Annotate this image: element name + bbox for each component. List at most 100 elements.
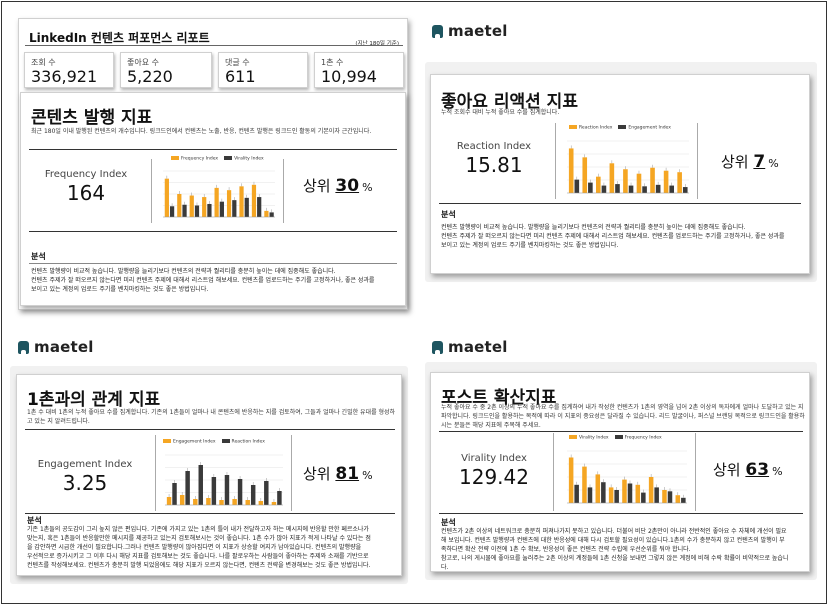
rank-prefix: 상위 [713,461,741,479]
rank-value: 7 [753,152,766,172]
analysis-line: 해 보입니다. 컨텐츠 발행량과 컨텐츠에 대한 반응성에 대해 다시 검토할 … [441,537,785,544]
chart-bar [207,203,212,217]
chart-bar [177,194,182,217]
chart-legend: Frequency Index Virality Index [171,156,264,162]
virality-card: 포스트 확산지표 누적 좋아요 수 중 2촌 이상의 누적 좋아요 수를 집계하… [430,372,810,572]
divider [25,429,395,430]
divider [291,435,292,511]
chart-bar [582,466,587,503]
rank-prefix: 상위 [303,177,331,195]
legend-label: Reaction Index [579,125,613,131]
analysis-line: 보이고 있는 계정의 업로드 주기를 벤치마킹하는 것도 좋은 방법입니다. [441,242,619,249]
legend-item: Engagement Index [163,439,216,445]
chart-bar [622,479,627,503]
card-description: 1촌 수 대비 1촌의 누적 좋아요 수를 집계합니다. 기존의 1촌들이 얼마… [27,409,396,425]
chart-bar [172,483,177,505]
chart-bar [601,482,606,503]
index-value: 129.42 [459,465,529,489]
card-title: 1촌과의 관계 지표 [27,390,161,410]
index-label: Virality Index [461,453,527,464]
analysis-text: 컨텐츠 발행량이 비교적 높습니다. 발행량을 늘리기보다 컨텐츠의 전략과 퀄… [441,223,803,250]
chart-bar [582,157,588,193]
logo-wordmark: maetel [448,22,508,40]
maetel-logo-icon [18,340,29,354]
divider [695,433,696,511]
chart-bar [588,182,593,193]
chart-bar [206,498,211,505]
chart-bar [193,499,198,505]
legend-swatch [569,435,577,439]
divider [283,159,284,223]
chart-bar [636,173,642,193]
analysis-line: 컨텐츠 발행량이 비교적 높습니다. 발행량을 늘리기보다 컨텐츠의 전략과 퀄… [31,268,336,275]
index-value: 15.81 [465,153,523,177]
frequency-card: 콘텐츠 발행 지표 최근 180일 이내 발행된 컨텐츠의 개수입니다. 링크드… [20,92,406,306]
legend-swatch [221,439,230,443]
rank-value: 30 [335,176,360,196]
chart-bar [568,457,574,503]
reaction-chart [567,140,689,194]
stat-value: 10,994 [321,67,377,86]
chart-bar [258,501,264,505]
rank-suffix: % [772,465,783,478]
legend-label: Reaction Index [231,439,265,445]
legend-label: Frequency Index [181,156,219,162]
divider [555,123,556,199]
legend-item: Frequency Index [171,156,218,162]
chart-bar [271,502,277,505]
chart-bar [185,471,190,505]
chart-bar [269,212,274,217]
chart-bar [244,197,249,217]
chart-bar [682,187,688,193]
legend-swatch [614,435,623,439]
legend-swatch [171,156,179,160]
chart-bar [628,185,634,193]
analysis-text: 기존 1촌들의 공도감이 그리 높지 않은 편입니다. 기존에 가지고 있는 1… [27,525,399,570]
analysis-line: 우선적으로 증가시키고 그 이후 다시 해당 지표를 검토해보는 것도 좋습니다… [27,553,369,560]
report-period: (지난 180일 기준) [355,41,399,47]
analysis-line: 컨텐츠를 작성해보세요. 컨텐츠가 충분히 발행 되었음에도 해당 지표가 오르… [27,562,371,569]
rank-prefix: 상위 [721,153,749,171]
rank-prefix: 상위 [303,465,331,483]
legend-label: Virality Index [234,156,264,162]
chart-bar [675,495,681,503]
stat-label: 조회 수 [31,58,56,67]
stat-likes: 좋아요 수 5,220 [120,52,212,88]
chart-bar [277,491,282,505]
engagement-card: 1촌과의 관계 지표 1촌 수 대비 1촌의 누적 좋아요 수를 집계합니다. … [16,374,402,576]
logo-wordmark: maetel [34,338,94,356]
card-description: 최근 180일 이내 발행된 컨텐츠의 개수입니다. 링크드인에서 컨텐츠는 노… [31,128,372,135]
card-title: 좋아요 리액션 지표 [441,92,578,112]
chart-bar [264,481,269,505]
chart-bar [608,487,614,503]
title-divider [25,45,403,46]
analysis-line: 맞는지, 혹은 1촌들이 반응할만한 메시지를 제공하고 있는지 검토해보시는 … [27,535,371,542]
analysis-heading: 분석 [441,518,456,527]
chart-bar [568,148,574,193]
legend-swatch [224,156,233,160]
stat-views: 조회 수 336,921 [24,52,114,88]
chart-bar [182,204,187,217]
chart-bar [655,184,661,193]
chart-bar [574,484,579,503]
maetel-logo: maetel [432,22,508,40]
analysis-line: 컨텐츠 발행량이 비교적 높습니다. 발행량을 늘리기보다 컨텐츠의 전략과 퀄… [441,224,746,231]
legend-item: Engagement Index [618,125,671,131]
reaction-card: 좋아요 리액션 지표 누적 조회수 대비 누적 좋아요 수를 집계합니다. Re… [430,74,810,274]
analysis-line: 족하다면 확산 전략 이전에 1촌 수 확보, 반응성이 좋은 컨텐츠 전략 수… [441,546,691,553]
chart-bar [650,167,655,193]
stat-connections: 1촌 수 10,994 [314,52,404,88]
divider [439,513,803,514]
chart-legend: Engagement Index Reaction Index [163,439,265,445]
chart-bar [226,190,232,217]
divider [155,435,156,511]
rank-suffix: % [362,181,373,194]
card-description: 누적 좋아요 수 중 2촌 이상의 누적 좋아요 수를 집계하여 내가 작성한 … [441,404,805,429]
divider [29,149,397,150]
stat-value: 5,220 [127,67,173,86]
maetel-logo-icon [432,24,443,38]
chart-bar [219,500,224,505]
stat-comments: 댓글 수 611 [218,52,308,88]
legend-item: Frequency Index [614,435,662,441]
stat-value: 611 [225,67,256,86]
